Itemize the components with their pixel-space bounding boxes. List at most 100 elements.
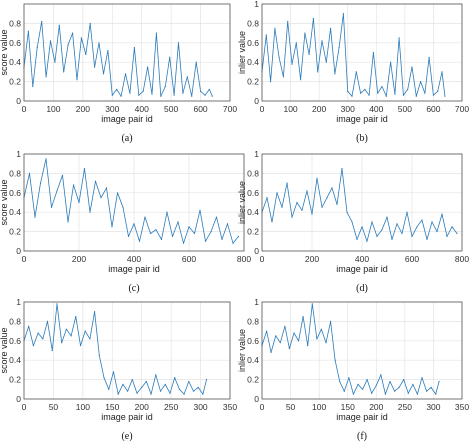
y-tick-label: 0	[16, 246, 21, 256]
data-point	[384, 393, 386, 395]
x-tick-label: 400	[127, 254, 141, 264]
x-axis-label: image pair id	[336, 264, 388, 274]
data-point	[215, 216, 218, 218]
data-point	[147, 66, 149, 68]
data-point	[112, 371, 115, 373]
y-axis-label: inlier value	[237, 181, 247, 224]
y-tick-label: 1	[254, 0, 259, 9]
data-point	[334, 359, 336, 361]
data-point	[366, 379, 368, 381]
x-tick-label: 250	[164, 402, 178, 412]
data-point	[155, 32, 157, 34]
axes-frame	[23, 301, 231, 400]
data-point	[321, 206, 323, 208]
data-point	[37, 332, 39, 334]
data-point	[210, 231, 212, 233]
x-tick-label: 600	[426, 104, 440, 114]
y-tick-label: 1	[254, 297, 259, 307]
data-point	[298, 340, 300, 342]
data-point	[426, 390, 428, 392]
data-point	[389, 380, 391, 383]
data-point	[316, 177, 318, 179]
y-tick-label: 0.6	[9, 188, 21, 198]
data-point	[284, 325, 286, 327]
data-point	[331, 187, 333, 189]
data-point	[188, 226, 190, 228]
axes-frame	[23, 3, 231, 102]
data-point	[286, 182, 288, 184]
y-tick-label: 0.2	[9, 77, 21, 87]
data-point	[45, 158, 47, 160]
data-point	[42, 338, 44, 340]
data-point	[347, 90, 349, 92]
data-point	[421, 219, 423, 221]
x-tick-label: 300	[105, 104, 119, 114]
data-point	[282, 76, 284, 78]
data-point	[150, 393, 152, 395]
x-tick-label: 100	[76, 402, 90, 412]
x-tick-label: 600	[182, 254, 196, 264]
data-point	[444, 95, 446, 97]
data-point	[334, 73, 336, 75]
data-point	[301, 209, 303, 211]
data-point	[325, 342, 327, 344]
data-point	[50, 206, 53, 208]
y-tick-label: 0.2	[9, 375, 21, 385]
data-point	[361, 226, 363, 228]
series-line	[261, 303, 440, 395]
axes-frame	[23, 153, 245, 252]
data-point	[394, 390, 396, 392]
series-line	[23, 158, 239, 244]
data-point	[192, 390, 195, 392]
data-point	[39, 182, 42, 184]
data-point	[46, 320, 49, 322]
y-axis-label: score value	[0, 179, 9, 225]
data-point	[270, 351, 272, 353]
y-tick-label: 0.8	[9, 18, 21, 28]
data-point	[371, 392, 373, 394]
data-point	[366, 240, 368, 242]
y-tick-label: 0.8	[247, 168, 259, 178]
data-point	[412, 383, 414, 385]
y-tick-label: 0.4	[9, 355, 21, 365]
data-point	[70, 335, 72, 337]
data-point	[288, 348, 290, 350]
series-line	[23, 303, 207, 395]
data-point	[351, 221, 353, 223]
data-point	[372, 51, 374, 54]
data-point	[72, 32, 74, 34]
y-tick-label: 0.2	[247, 375, 259, 385]
data-point	[411, 235, 413, 237]
panel-caption: (e)	[121, 431, 132, 442]
y-tick-label: 0.8	[9, 168, 21, 178]
data-point	[221, 238, 223, 240]
y-tick-label: 0.8	[9, 316, 21, 326]
data-point	[36, 47, 38, 49]
panel-caption: (a)	[121, 133, 132, 144]
x-tick-label: 300	[426, 402, 440, 412]
data-point	[75, 316, 77, 318]
panel-caption: (b)	[356, 133, 368, 144]
x-tick-label: 400	[135, 104, 149, 114]
data-point	[89, 338, 91, 340]
data-point	[111, 226, 113, 228]
y-tick-label: 0.2	[247, 77, 259, 87]
data-point	[295, 42, 297, 44]
data-point	[105, 187, 108, 189]
x-tick-label: 50	[49, 402, 59, 412]
data-point	[438, 380, 440, 383]
data-point	[124, 73, 127, 75]
data-point	[174, 377, 176, 379]
x-tick-label: 0	[22, 402, 27, 412]
data-point	[394, 93, 396, 95]
chart-panel: 0 0.2 0.4 0.6 0.8 1 0 100 200 300 400 500 600 700 imag…	[237, 0, 469, 144]
data-point	[306, 190, 308, 192]
y-tick-label: 0.4	[247, 57, 259, 67]
data-point	[302, 316, 304, 318]
data-point	[155, 229, 157, 231]
panel-caption: (c)	[128, 283, 139, 294]
data-point	[338, 47, 340, 49]
y-tick-label: 0	[16, 394, 21, 404]
data-point	[371, 221, 373, 223]
data-point	[177, 221, 179, 223]
